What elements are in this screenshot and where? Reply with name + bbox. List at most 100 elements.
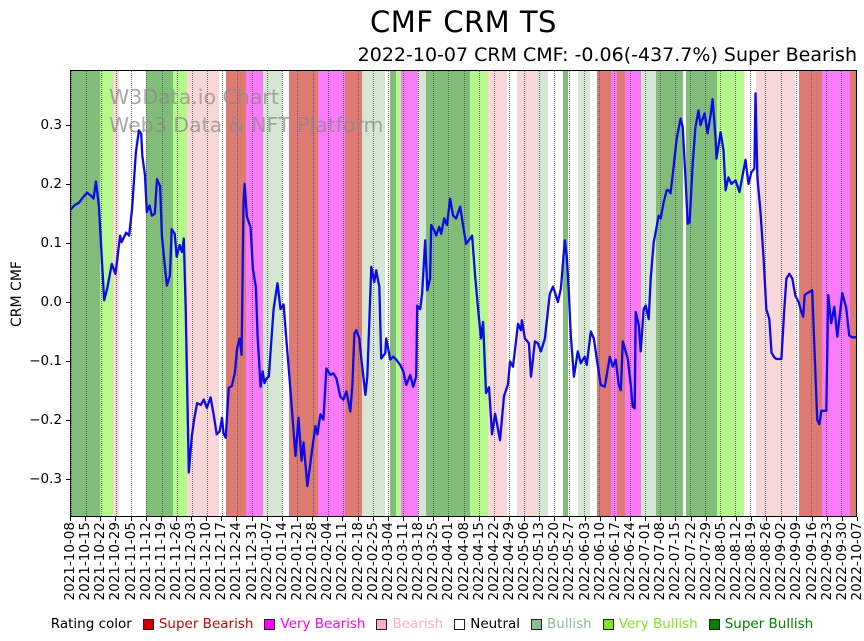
x-tick-label: 2021-11-05 (122, 522, 139, 601)
gridline (191, 71, 193, 516)
rating-band-b (756, 71, 796, 516)
rating-band-vb (822, 71, 851, 516)
x-tick-mark (690, 517, 692, 521)
x-tick-mark (811, 517, 813, 521)
legend-item-super-bearish: Super Bearish (142, 616, 253, 632)
x-tick-label: 2022-04-22 (485, 522, 502, 601)
y-tick-label: −0.1 (29, 353, 62, 370)
legend-title: Rating color (50, 616, 132, 632)
plot-area: W3Data.io Chart Web3 Data & NFT Platform (70, 70, 857, 517)
x-tick-mark (297, 517, 299, 521)
gridline (252, 71, 254, 516)
gridline (388, 71, 390, 516)
rating-band-sbu (71, 71, 100, 516)
rating-band-n (282, 71, 289, 516)
gridline (795, 71, 797, 516)
x-tick-label: 2022-07-29 (697, 522, 714, 601)
x-tick-mark (751, 517, 753, 521)
x-tick-label: 2022-05-27 (561, 522, 578, 601)
legend-swatch (264, 618, 276, 630)
rating-band-sbu (390, 71, 397, 516)
rating-band-n (506, 71, 517, 516)
gridline (357, 71, 359, 516)
legend-label: Super Bullish (724, 616, 814, 632)
x-tick-mark (387, 517, 389, 521)
x-tick-label: 2022-02-11 (334, 522, 351, 601)
x-tick-label: 2022-03-25 (425, 522, 442, 601)
rating-band-vb (624, 71, 641, 516)
x-tick-label: 2022-07-15 (667, 522, 684, 601)
legend-swatch (142, 618, 154, 630)
gridline (418, 71, 420, 516)
rating-band-vb (610, 71, 617, 516)
rating-band-n (795, 71, 800, 516)
gridline (297, 71, 299, 516)
x-tick-mark (705, 517, 707, 521)
rating-band-sb (225, 71, 246, 516)
x-tick-label: 2022-01-14 (273, 522, 290, 601)
y-tick-label: 0.2 (40, 175, 62, 192)
cmf-data-line (71, 92, 856, 488)
x-tick-mark (312, 517, 314, 521)
x-tick-label: 2022-08-26 (758, 522, 775, 601)
y-tick-label: 0.3 (40, 116, 62, 133)
x-tick-label: 2022-05-20 (546, 522, 563, 601)
x-tick-label: 2022-08-12 (727, 522, 744, 601)
gridline (856, 71, 857, 516)
x-tick-mark (766, 517, 768, 521)
legend-label: Bullish (547, 616, 592, 632)
x-tick-mark (115, 517, 117, 521)
x-tick-mark (660, 517, 662, 521)
x-tick-label: 2022-01-28 (304, 522, 321, 601)
gridline (448, 71, 450, 516)
legend-item-neutral: Neutral (454, 616, 520, 632)
x-tick-label: 2022-09-02 (773, 522, 790, 601)
rating-band-bu (536, 71, 548, 516)
chart-title: CMF CRM TS (370, 5, 557, 39)
gridline (267, 71, 269, 516)
legend-swatch (376, 618, 388, 630)
legend-swatch (708, 618, 720, 630)
x-tick-label: 2022-03-18 (410, 522, 427, 601)
rating-band-vbu (172, 71, 187, 516)
x-tick-mark (629, 517, 631, 521)
x-tick-label: 2021-12-31 (243, 522, 260, 601)
x-tick-label: 2022-04-15 (470, 522, 487, 601)
gridline (538, 71, 540, 516)
gridline (372, 71, 374, 516)
rating-band-vb (401, 71, 419, 516)
gridline (101, 71, 103, 516)
x-tick-label: 2022-02-04 (319, 522, 336, 601)
gridline (463, 71, 465, 516)
gridline (599, 71, 601, 516)
x-tick-mark (524, 517, 526, 521)
x-tick-mark (70, 517, 71, 521)
legend-item-very-bearish: Very Bearish (264, 616, 365, 632)
gridline (116, 71, 118, 516)
x-tick-mark (357, 517, 359, 521)
x-tick-label: 2022-06-10 (591, 522, 608, 601)
x-tick-label: 2021-12-24 (228, 522, 245, 601)
x-tick-label: 2022-07-22 (682, 522, 699, 601)
x-tick-mark (191, 517, 193, 521)
x-tick-label: 2022-10-07 (849, 522, 864, 601)
legend-item-bullish: Bullish (531, 616, 592, 632)
gridline (478, 71, 480, 516)
gridline (659, 71, 661, 516)
x-tick-mark (160, 517, 162, 521)
gridline (825, 71, 827, 516)
gridline (689, 71, 691, 516)
legend-item-super-bullish: Super Bullish (708, 616, 814, 632)
chart-subtitle: 2022-10-07 CRM CMF: -0.06(-437.7%) Super… (357, 44, 857, 66)
x-tick-mark (826, 517, 828, 521)
gridline (705, 71, 707, 516)
x-tick-mark (281, 517, 283, 521)
gridline (523, 71, 525, 516)
gridline (644, 71, 646, 516)
rating-band-sb (850, 71, 856, 516)
gridline (327, 71, 329, 516)
x-tick-label: 2021-10-15 (77, 522, 94, 601)
gridline (629, 71, 631, 516)
x-tick-label: 2021-12-03 (183, 522, 200, 601)
x-tick-label: 2022-07-01 (637, 522, 654, 601)
